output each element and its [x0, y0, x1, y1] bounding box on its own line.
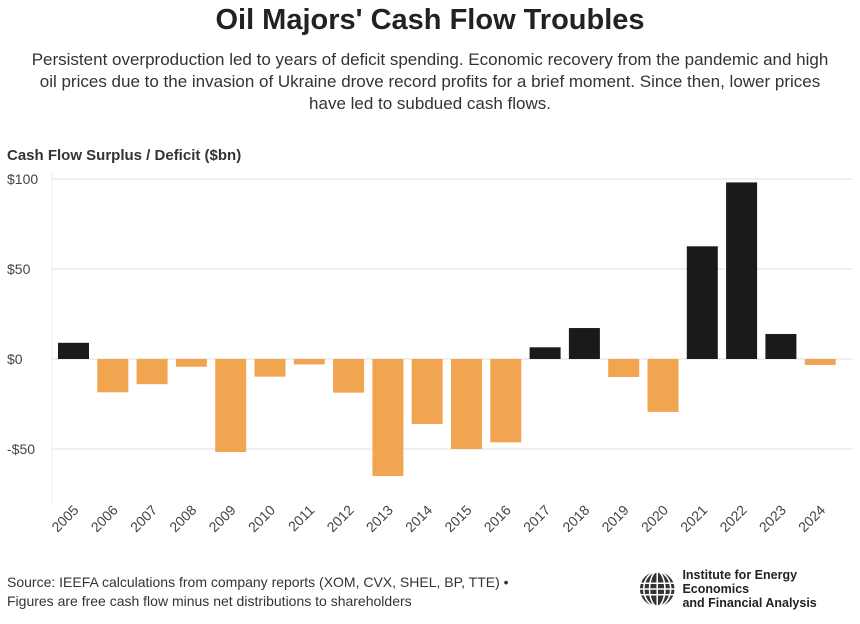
logo-line-2: and Financial Analysis: [682, 596, 817, 610]
x-tick-label: 2021: [677, 502, 710, 535]
bar-2020: [647, 359, 679, 412]
x-tick-label: 2019: [598, 502, 631, 535]
x-tick-label: 2020: [638, 502, 671, 535]
source-line-1: Source: IEEFA calculations from company …: [7, 574, 509, 590]
chart-subtitle: Persistent overproduction led to years o…: [31, 50, 829, 113]
bar-2009: [215, 359, 247, 453]
x-tick-label: 2005: [48, 502, 81, 535]
x-tick-label: 2007: [127, 502, 160, 535]
x-tick-label: 2024: [795, 502, 828, 535]
x-tick-label: 2017: [520, 502, 553, 535]
bar-2017: [529, 347, 561, 359]
source-note: Source: IEEFA calculations from company …: [7, 573, 509, 611]
bar-2016: [490, 359, 522, 443]
x-tick-label: 2018: [559, 502, 592, 535]
x-tick-label: 2016: [481, 502, 514, 535]
x-tick-label: 2013: [363, 502, 396, 535]
bar-2013: [372, 359, 404, 476]
x-tick-label: 2012: [323, 502, 356, 535]
bar-2010: [254, 359, 286, 377]
bar-2019: [608, 359, 640, 377]
y-tick-label: $0: [7, 351, 23, 367]
y-axis-label: Cash Flow Surplus / Deficit ($bn): [7, 147, 242, 164]
bar-2021: [686, 246, 718, 359]
bar-2006: [97, 359, 129, 393]
bar-2005: [58, 342, 89, 359]
y-tick-label: -$50: [7, 441, 35, 457]
bar-2015: [451, 359, 482, 449]
x-tick-label: 2010: [245, 502, 278, 535]
x-tick-label: 2014: [402, 502, 435, 535]
x-tick-label: 2006: [88, 502, 121, 535]
x-tick-label: 2023: [756, 502, 789, 535]
bar-2012: [333, 359, 365, 393]
bar-2011: [293, 359, 325, 365]
bar-2022: [726, 182, 758, 359]
y-tick-label: $100: [7, 171, 38, 187]
x-tick-label: 2022: [716, 502, 749, 535]
x-tick-label: 2009: [205, 502, 238, 535]
bar-2008: [175, 359, 207, 367]
x-tick-label: 2008: [166, 502, 199, 535]
bar-2024: [804, 359, 836, 365]
ieefa-logo: Institute for Energy Economics and Finan…: [638, 568, 860, 610]
bar-2018: [568, 328, 600, 359]
bar-2023: [765, 333, 797, 359]
x-tick-label: 2011: [285, 502, 318, 535]
bar-2014: [411, 359, 443, 424]
x-tick-label: 2015: [441, 502, 474, 535]
source-line-2: Figures are free cash flow minus net dis…: [7, 593, 412, 609]
bar-2007: [136, 359, 168, 385]
globe-icon: [639, 570, 675, 608]
logo-line-1: Institute for Energy Economics: [682, 568, 798, 596]
chart-title: Oil Majors' Cash Flow Troubles: [215, 4, 645, 36]
y-tick-label: $50: [7, 261, 31, 277]
